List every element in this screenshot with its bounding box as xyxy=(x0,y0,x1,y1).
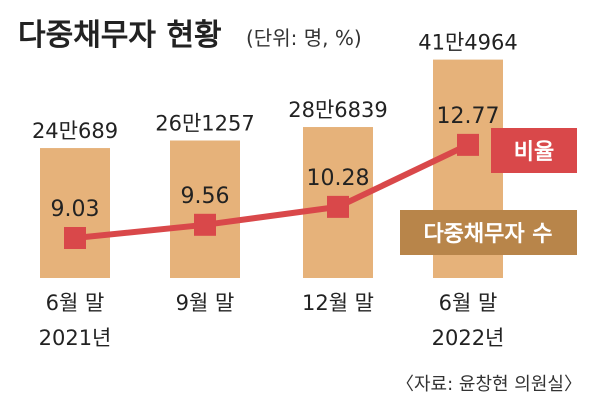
bar-value-label-1: 26만1257 xyxy=(155,111,255,135)
ratio-point-3 xyxy=(457,133,479,156)
legend-count-box xyxy=(400,210,577,255)
category-label-1: 9월 말 xyxy=(176,291,235,315)
ratio-value-label-0: 9.03 xyxy=(51,197,100,222)
category-label-2: 12월 말 xyxy=(302,291,374,315)
bar-1 xyxy=(170,140,240,278)
ratio-point-0 xyxy=(64,227,86,249)
category-label-3: 6월 말 xyxy=(439,291,498,315)
legend-ratio-box xyxy=(491,128,577,173)
chart-unit: (단위: 명, %) xyxy=(246,26,362,50)
ratio-point-1 xyxy=(194,213,216,236)
legend-count-label: 다중채무자 수 xyxy=(423,222,552,247)
bar-value-label-2: 28만6839 xyxy=(288,98,388,122)
bar-value-label-3: 41만4964 xyxy=(418,31,518,55)
legend: 비율 다중채무자 수 xyxy=(400,128,577,255)
chart-title: 다중채무자 현황 xyxy=(18,18,222,53)
category-year-label-3: 2022년 xyxy=(432,326,505,350)
ratio-line-layer xyxy=(64,133,479,249)
bar-0 xyxy=(40,148,110,278)
source-note: 〈자료: 윤창현 의원실〉 xyxy=(396,374,582,395)
legend-ratio-label: 비율 xyxy=(514,140,554,165)
labels: 24만689 26만1257 28만6839 41만4964 9.03 9.56 10.28… xyxy=(32,31,518,350)
category-year-label-0: 2021년 xyxy=(39,326,112,350)
ratio-value-label-2: 10.28 xyxy=(307,166,370,191)
ratio-line xyxy=(74,142,470,241)
category-label-0: 6월 말 xyxy=(46,291,105,315)
ratio-value-label-1: 9.56 xyxy=(181,184,230,209)
ratio-point-2 xyxy=(327,195,349,218)
ratio-value-label-3: 12.77 xyxy=(437,104,500,129)
bar-value-label-0: 24만689 xyxy=(32,119,118,143)
